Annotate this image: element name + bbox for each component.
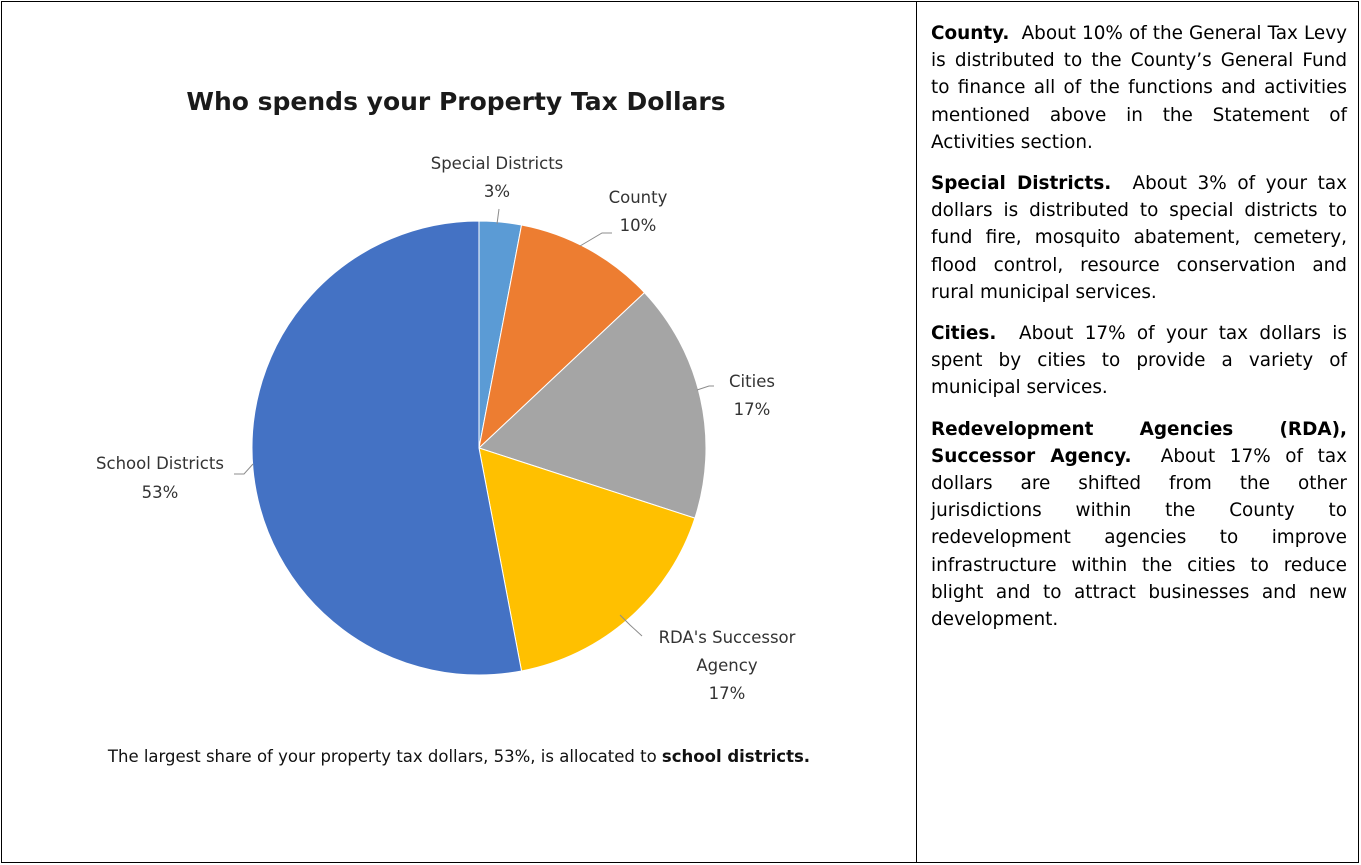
paragraph-cities: Cities. About 17% of your tax dollars is… <box>931 320 1347 402</box>
data-label-value: 53% <box>142 483 179 502</box>
data-label: School Districts 53% <box>96 454 224 502</box>
data-label-name: Special Districts <box>431 154 564 173</box>
leader-line <box>579 232 612 247</box>
data-label-name: Cities <box>729 372 775 391</box>
chart-panel: Who spends your Property Tax Dollars Spe… <box>2 2 916 862</box>
data-label: Cities 17% <box>729 372 775 419</box>
paragraph-county: County. About 10% of the General Tax Lev… <box>931 20 1347 156</box>
data-label-value: 3% <box>484 182 510 201</box>
data-label-value: 17% <box>734 400 771 419</box>
data-label: RDA's Successor Agency 17% <box>659 628 796 703</box>
paragraph-text: About 17% of your tax dollars is spent b… <box>931 323 1347 399</box>
pie-slice-school-districts <box>251 220 523 676</box>
data-label-name: School Districts <box>96 454 224 473</box>
column-divider <box>916 2 917 862</box>
pie-slice-county <box>478 224 646 450</box>
chart-caption: The largest share of your property tax d… <box>2 747 916 766</box>
paragraph-heading: Special Districts. <box>931 173 1112 195</box>
caption-emphasis: school districts. <box>661 747 811 766</box>
leader-line <box>696 385 714 391</box>
pie-slice-cities <box>478 291 707 519</box>
pie-chart: Who spends your Property Tax Dollars Spe… <box>96 87 796 703</box>
data-label-value: 17% <box>709 684 746 703</box>
paragraph-rda: Redevelopment Agencies (RDA), Successor … <box>931 416 1347 634</box>
paragraph-special-districts: Special Districts. About 3% of your tax … <box>931 170 1347 306</box>
paragraph-heading: Cities. <box>931 323 997 345</box>
paragraph-text: About 3% of your tax dollars is distribu… <box>931 173 1348 303</box>
data-label-value: 10% <box>620 216 657 235</box>
data-label-name: County <box>609 188 668 207</box>
leader-line <box>496 208 500 225</box>
data-label-name: Agency <box>696 656 757 675</box>
data-label: County 10% <box>609 188 668 235</box>
data-label-name: RDA's Successor <box>659 628 796 647</box>
paragraph-heading: County. <box>931 23 1010 44</box>
paragraph-text: About 10% of the General Tax Levy is dis… <box>931 23 1347 153</box>
caption-text: The largest share of your property tax d… <box>107 747 662 766</box>
chart-title: Who spends your Property Tax Dollars <box>186 87 725 116</box>
pie-slice-rda-s-successor-agency <box>478 447 696 672</box>
paragraph-text: About 17% of tax dollars are shifted fro… <box>931 445 1347 631</box>
data-label: Special Districts 3% <box>431 154 564 201</box>
paragraph-heading: Redevelopment Agencies (RDA), Successor … <box>931 418 1347 467</box>
leader-line <box>234 463 254 475</box>
explanation-panel: County. About 10% of the General Tax Lev… <box>931 20 1347 647</box>
leader-line <box>619 614 643 637</box>
